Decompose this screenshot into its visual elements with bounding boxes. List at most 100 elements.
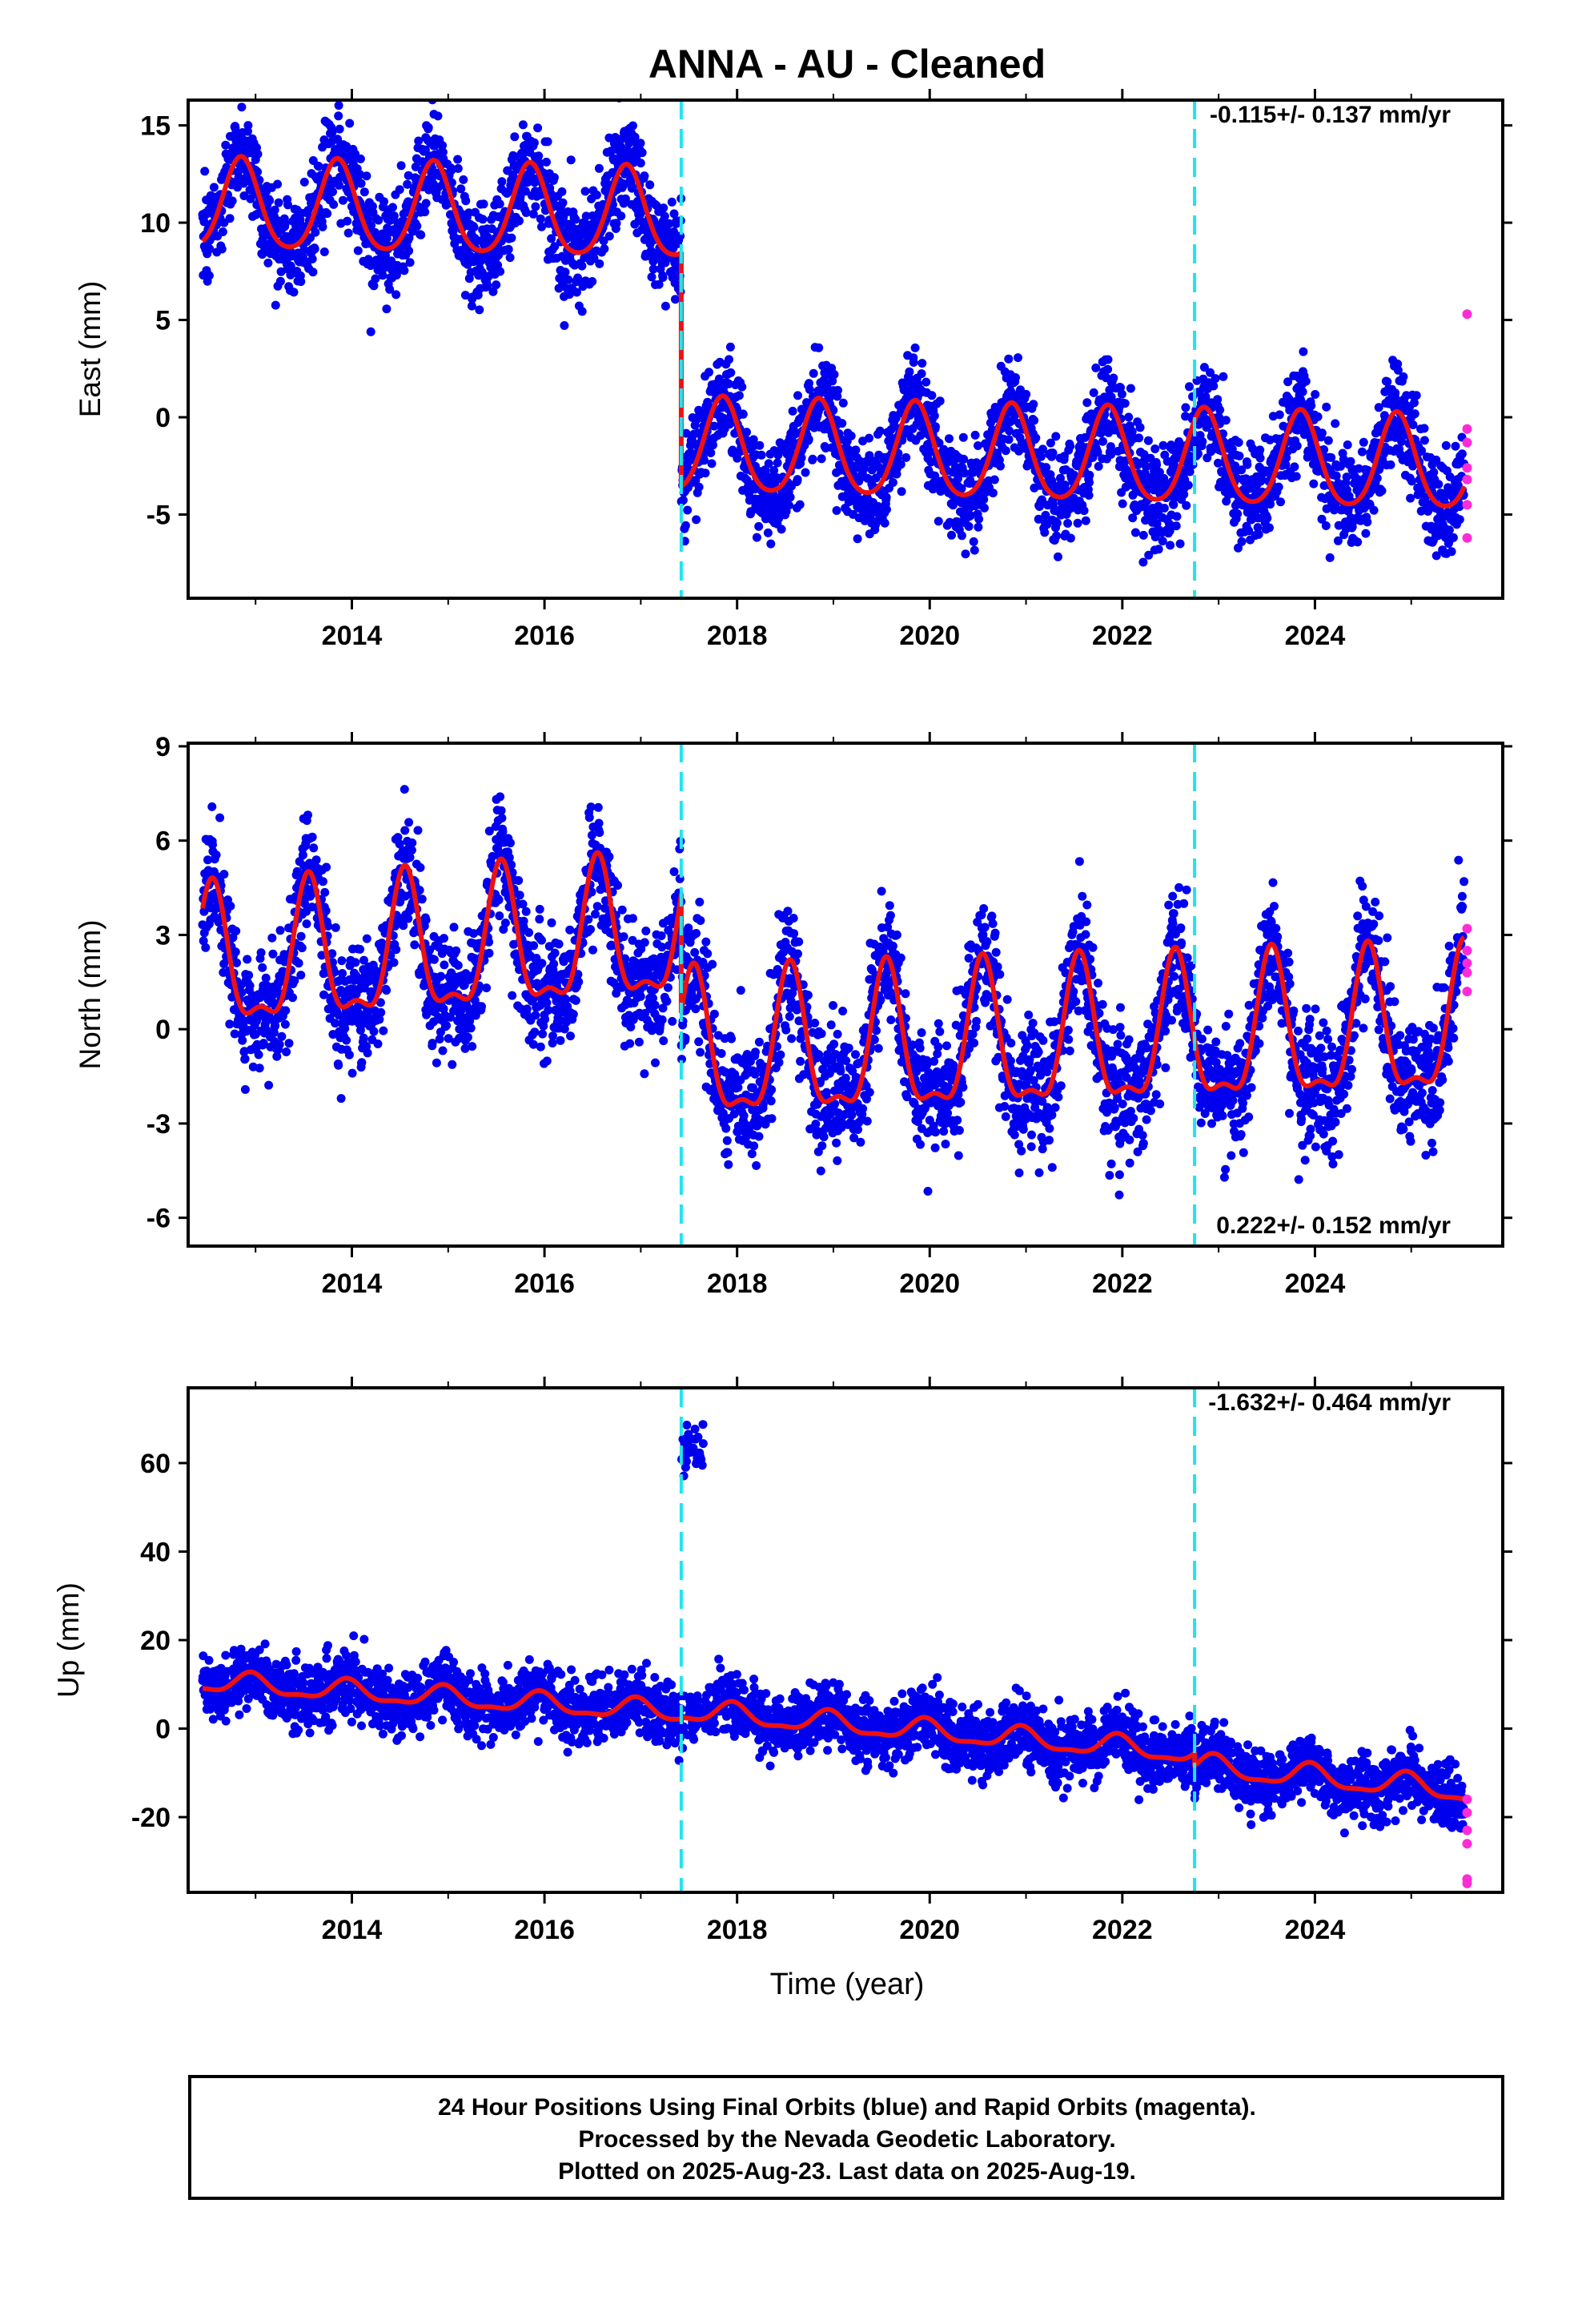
east-point <box>1070 470 1079 480</box>
east-point <box>917 359 927 368</box>
east-point <box>980 503 989 513</box>
east-point <box>221 140 231 150</box>
north-point <box>369 1027 379 1036</box>
north-point <box>554 939 564 949</box>
north-point <box>238 1035 247 1045</box>
east-point <box>888 478 897 487</box>
east-point <box>654 279 664 289</box>
east-point <box>311 227 320 237</box>
east-point <box>528 209 538 219</box>
east-point <box>1116 383 1125 392</box>
east-point <box>356 179 366 188</box>
east-point <box>833 385 842 395</box>
east-point <box>709 440 717 450</box>
north-point <box>410 940 420 950</box>
east-point <box>733 453 742 463</box>
east-point <box>1309 479 1319 489</box>
east-point <box>957 531 966 541</box>
east-point <box>1346 456 1355 466</box>
east-point <box>905 367 914 376</box>
east-point <box>1142 462 1151 472</box>
east-point <box>974 514 984 524</box>
east-point <box>382 304 391 314</box>
north-point <box>376 1007 386 1017</box>
east-point <box>667 197 677 207</box>
east-point <box>724 379 733 388</box>
north-point <box>309 843 319 853</box>
north-point <box>215 813 225 822</box>
east-y-label: East (mm) <box>74 281 106 418</box>
north-point <box>404 818 414 827</box>
north-point <box>408 838 417 847</box>
east-point <box>1274 482 1283 492</box>
east-point <box>805 384 814 394</box>
east-point <box>669 209 679 219</box>
east-point <box>343 216 352 226</box>
east-point <box>728 445 737 455</box>
north-point <box>529 941 539 951</box>
east-point <box>927 391 937 400</box>
east-point <box>1118 499 1127 509</box>
east-point <box>310 244 319 254</box>
east-point <box>592 191 601 199</box>
east-point <box>804 435 813 444</box>
east-point <box>954 474 962 484</box>
north-point <box>275 1039 284 1049</box>
east-point <box>829 370 839 380</box>
east-point <box>388 203 397 212</box>
north-point <box>556 1035 565 1045</box>
east-point <box>475 305 484 315</box>
east-point <box>581 211 591 221</box>
north-point <box>320 887 330 897</box>
east-point <box>1317 428 1327 438</box>
east-point <box>1154 468 1164 477</box>
north-point <box>245 981 255 991</box>
east-point <box>1051 432 1061 441</box>
east-point <box>1089 388 1098 397</box>
east-point <box>808 454 817 464</box>
east-point <box>749 435 758 444</box>
north-point <box>500 919 510 927</box>
north-point <box>429 955 439 964</box>
east-point <box>577 261 587 271</box>
north-point <box>318 877 327 887</box>
north-point <box>331 923 340 932</box>
north-point <box>389 958 399 967</box>
east-point <box>966 511 975 521</box>
east-point <box>630 132 640 142</box>
north-point <box>231 927 241 936</box>
east-point <box>1158 537 1167 546</box>
east-point <box>1383 377 1392 387</box>
east-point <box>218 227 227 236</box>
east-point <box>303 206 313 215</box>
east-point <box>769 466 779 475</box>
north-point <box>404 914 413 923</box>
east-point <box>725 420 734 429</box>
east-point <box>851 445 861 455</box>
east-point <box>701 468 710 478</box>
east-point <box>1143 436 1153 445</box>
east-point <box>1359 437 1368 447</box>
east-rapid-point <box>1462 309 1472 320</box>
east-point <box>1451 441 1460 451</box>
east-point <box>1221 416 1231 425</box>
east-point <box>1410 409 1419 419</box>
east-point <box>1052 531 1062 541</box>
north-point <box>421 915 431 925</box>
east-point <box>533 123 543 133</box>
east-point <box>707 459 717 468</box>
north-point <box>515 891 524 900</box>
east-point <box>1313 412 1323 421</box>
east-point <box>996 461 1005 471</box>
east-point <box>327 127 337 137</box>
east-point <box>1298 387 1307 396</box>
east-point <box>1215 405 1225 415</box>
east-point <box>379 263 388 273</box>
east-point <box>400 266 409 275</box>
east-point <box>495 199 504 209</box>
east-point <box>988 489 998 498</box>
east-point <box>382 234 391 243</box>
north-point <box>211 850 221 860</box>
east-point <box>573 275 583 284</box>
east-point <box>801 468 810 477</box>
